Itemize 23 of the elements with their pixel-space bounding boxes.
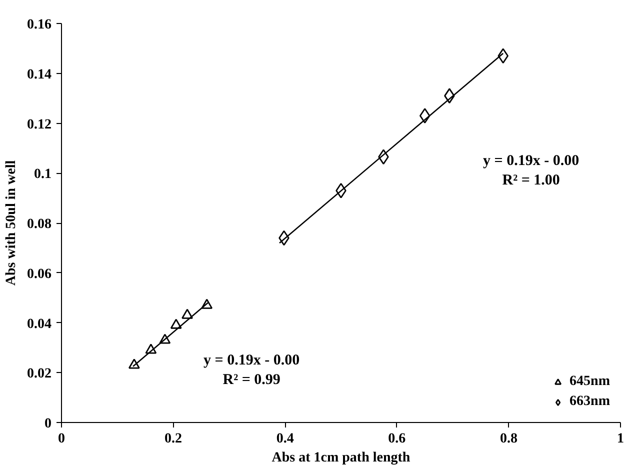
y-tick-label: 0.14	[27, 67, 52, 82]
point	[170, 318, 182, 329]
x-tick-label: 0.8	[500, 432, 518, 446]
point	[182, 308, 193, 319]
x-tick-label: 0.6	[388, 432, 406, 446]
annotation: y = 0.19x - 0.00 R² = 0.99	[204, 352, 300, 388]
y-tick-label: 0.12	[27, 117, 52, 132]
y-tick-label: 0.1	[34, 167, 52, 182]
y-axis-title: Abs with 50ul in well	[4, 160, 19, 286]
x-tick-label: 1	[617, 432, 624, 446]
y-tick-label: 0.02	[27, 366, 52, 382]
legend-label: 645nm	[570, 374, 610, 390]
y-tick-label: 0.04	[27, 316, 52, 332]
x-tick-label: 0.2	[164, 432, 182, 446]
legend-label: 663nm	[570, 394, 610, 410]
y-tick-label: 0	[44, 416, 52, 432]
y-tick-label: 0.16	[27, 18, 52, 32]
x-axis-title: Abs at 1cm path length	[272, 450, 410, 466]
annotation: y = 0.19x - 0.00 R² = 1.00	[483, 153, 580, 188]
y-tick-label: 0.06	[27, 266, 52, 282]
x-tick-label: 0	[58, 432, 65, 446]
x-tick-label: 0.4	[276, 432, 294, 446]
y-tick-label: 0.08	[27, 217, 52, 232]
